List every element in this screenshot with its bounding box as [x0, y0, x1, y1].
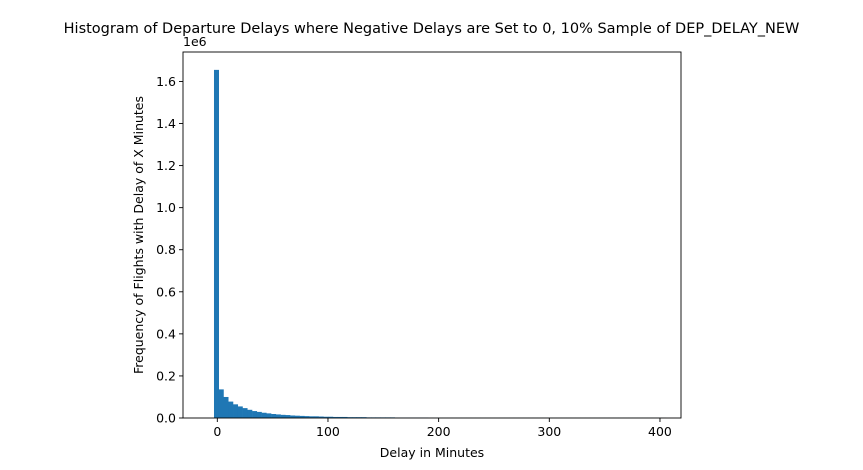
- histogram-bar: [294, 415, 300, 418]
- x-ticks: 0 100 200 300 400: [213, 418, 672, 439]
- chart-title: Histogram of Departure Delays where Nega…: [64, 21, 800, 37]
- x-tick-label: 200: [427, 424, 451, 439]
- x-tick-label: 300: [537, 424, 561, 439]
- y-axis-offset-label: 1e6: [183, 34, 207, 49]
- histogram-bar: [213, 69, 219, 418]
- y-tick-label: 0.0: [156, 411, 176, 426]
- y-tick-label: 1.4: [156, 116, 176, 131]
- histogram-bar: [328, 416, 334, 418]
- bars-group: [213, 69, 667, 418]
- x-axis-label: Delay in Minutes: [380, 445, 484, 460]
- histogram-bar: [313, 416, 319, 418]
- histogram-bar: [332, 416, 338, 418]
- histogram-bar: [290, 415, 296, 418]
- y-tick-label: 0.4: [156, 326, 176, 341]
- histogram-bar: [261, 412, 267, 418]
- histogram-bar: [237, 406, 243, 418]
- histogram-bar: [242, 408, 248, 418]
- histogram-bar: [337, 416, 343, 418]
- x-tick-label: 400: [648, 424, 672, 439]
- histogram-bar: [309, 416, 315, 418]
- y-tick-label: 0.2: [156, 368, 176, 383]
- y-tick-label: 0.8: [156, 242, 176, 257]
- histogram-bar: [233, 404, 239, 418]
- histogram-bar: [266, 413, 272, 418]
- histogram-bar: [275, 414, 281, 418]
- histogram-bar: [323, 416, 329, 418]
- histogram-bar: [342, 416, 348, 418]
- histogram-bar: [223, 396, 229, 418]
- x-tick-label: 0: [213, 424, 221, 439]
- histogram-bar: [256, 411, 262, 418]
- plot-frame: [182, 51, 682, 419]
- histogram-bar: [252, 411, 258, 418]
- histogram-bar: [247, 409, 253, 418]
- histogram-bar: [304, 416, 310, 418]
- y-axis-label: Frequency of Flights with Delay of X Min…: [131, 96, 146, 374]
- histogram-bar: [218, 389, 224, 418]
- histogram-bar: [271, 414, 277, 418]
- x-tick-label: 100: [316, 424, 340, 439]
- histogram-bar: [228, 401, 234, 418]
- histogram-bar: [285, 415, 291, 418]
- histogram-bar: [318, 416, 324, 418]
- y-tick-label: 1.0: [156, 200, 176, 215]
- y-tick-label: 1.6: [156, 74, 176, 89]
- y-tick-label: 1.2: [156, 158, 176, 173]
- histogram-bar: [280, 414, 286, 418]
- y-tick-label: 0.6: [156, 284, 176, 299]
- histogram-bar: [299, 415, 305, 418]
- y-ticks: 0.0 0.2 0.4 0.6 0.8 1.0 1.2 1.4 1.6: [156, 74, 183, 426]
